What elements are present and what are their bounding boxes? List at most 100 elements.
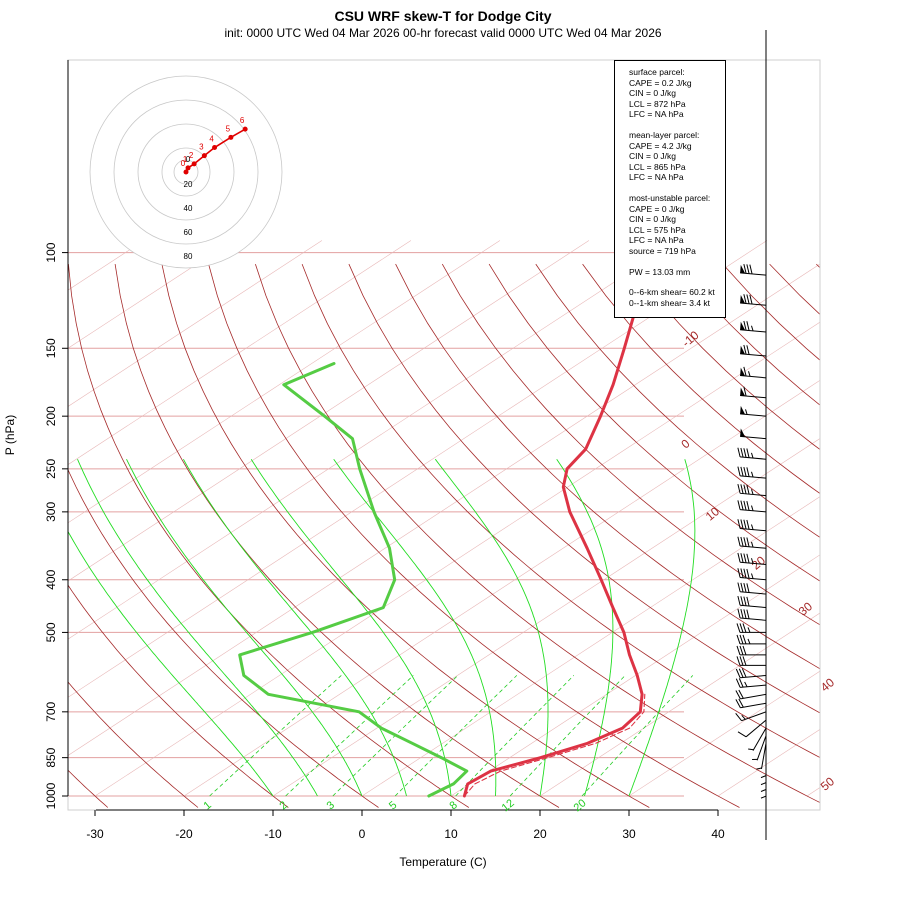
isotherm-line <box>68 240 234 349</box>
dry-adiabat <box>348 263 820 714</box>
shear-0-6km: 0--6-km shear= 60.2 kt <box>629 287 715 298</box>
moist-adiabat <box>77 459 318 797</box>
x-tick-label: -30 <box>86 827 104 841</box>
isotherm-line <box>717 728 820 797</box>
isotherm-line <box>361 496 820 797</box>
wind-barb <box>740 386 767 399</box>
isotherm-label: 50 <box>818 774 837 794</box>
dry-adiabat <box>301 263 820 758</box>
dry-adiabat <box>68 264 470 808</box>
parcel-trace-line <box>463 693 646 797</box>
y-tick-label: 850 <box>44 747 58 767</box>
hodograph-point-label: 3 <box>199 143 204 152</box>
isotherm-line <box>539 612 820 797</box>
hodograph-ring-label: 80 <box>184 252 193 261</box>
mixing-ratio-line <box>455 675 575 797</box>
hodograph-ring-label: 20 <box>184 180 193 189</box>
hodograph-point-label: 0 <box>181 159 186 168</box>
wind-barb <box>740 344 767 357</box>
moist-adiabat <box>434 458 549 797</box>
wind-barb <box>737 500 767 513</box>
hodograph-point-label: 1 <box>183 155 188 164</box>
wind-barb <box>736 645 766 656</box>
surface-lfc: LFC = NA hPa <box>629 109 684 120</box>
hodograph: 0 20 40 60 80 01 234 56 <box>89 75 283 269</box>
mixing-ratio-line <box>332 675 459 797</box>
hodograph-point <box>242 126 248 132</box>
mean-layer-cape: CAPE = 4.2 J/kg <box>629 140 692 151</box>
axes: -30 -20 -10 0 10 20 30 401001502002503004005007… <box>44 59 821 841</box>
wind-barb <box>737 582 767 595</box>
mixing-ratio-line <box>581 675 694 797</box>
dry-adiabat <box>208 263 740 808</box>
dry-adiabat <box>535 263 820 538</box>
y-tick-label: 300 <box>44 502 58 522</box>
x-tick-label: -10 <box>264 827 282 841</box>
isotherm-line <box>272 438 820 797</box>
wind-barb <box>760 771 767 799</box>
wind-barb <box>740 294 767 306</box>
moist-adiabat <box>333 458 497 796</box>
dry-adiabat <box>675 263 820 406</box>
moist-adiabat <box>68 530 274 797</box>
wind-barb <box>736 623 766 633</box>
wind-barb <box>737 483 767 497</box>
hodograph-point-label: 4 <box>209 135 214 144</box>
y-axis-label: P (hPa) <box>3 415 17 455</box>
dry-adiabat <box>395 263 820 670</box>
wind-barb <box>736 656 766 666</box>
wind-barb <box>737 719 767 738</box>
y-tick-label: 700 <box>44 701 58 721</box>
mixing-ratio-line <box>509 675 626 797</box>
most-unstable-lfc: LFC = NA hPa <box>629 235 684 246</box>
wind-barb <box>736 634 766 645</box>
y-tick-label: 400 <box>44 569 58 589</box>
wind-barb <box>740 366 767 379</box>
dry-adiabat <box>628 263 820 451</box>
wind-barb <box>737 595 767 609</box>
wind-barb <box>756 743 767 770</box>
wind-barb <box>735 711 767 722</box>
isotherm-line <box>450 554 820 797</box>
precipitable-water: PW = 13.03 mm <box>629 266 691 277</box>
x-tick-label: 30 <box>622 827 636 841</box>
hodograph-ring-label: 60 <box>184 228 193 237</box>
shear-0-1km: 0--1-km shear= 3.4 kt <box>629 297 711 308</box>
mixing-ratio-line <box>285 675 414 797</box>
x-axis-label: Temperature (C) <box>399 855 486 869</box>
isotherm-line <box>628 670 820 797</box>
wind-barb <box>735 678 767 688</box>
most-unstable-cape: CAPE = 0 J/kg <box>629 203 685 214</box>
mean-layer-header: mean-layer parcel: <box>629 129 700 140</box>
wind-barb <box>752 735 767 761</box>
wind-barb <box>740 263 767 276</box>
mean-layer-lcl: LCL = 865 hPa <box>629 161 686 172</box>
mixing-ratio-line <box>394 675 518 797</box>
most-unstable-source: source = 719 hPa <box>629 245 696 256</box>
x-tick-label: 20 <box>533 827 547 841</box>
hodograph-ring-label: 40 <box>184 204 193 213</box>
x-tick-label: 40 <box>711 827 725 841</box>
isotherm-label: 10 <box>703 504 722 524</box>
y-tick-label: 250 <box>44 459 58 479</box>
mixing-ratio-line <box>209 675 342 797</box>
most-unstable-lcl: LCL = 575 hPa <box>629 224 686 235</box>
parcel-info-box: surface parcel: CAPE = 0.2 J/kg CIN = 0 … <box>614 60 726 318</box>
wind-barb <box>737 608 767 621</box>
surface-parcel-header: surface parcel: <box>629 67 685 77</box>
hodograph-point <box>183 169 189 175</box>
moist-adiabat <box>556 458 614 797</box>
hodograph-ring-label: 0 <box>186 155 191 164</box>
y-tick-label: 200 <box>44 406 58 426</box>
wind-barb <box>740 405 767 417</box>
temperature-trace <box>462 273 644 798</box>
y-tick-label: 500 <box>44 622 58 642</box>
isotherm-line <box>68 263 820 756</box>
surface-lcl: LCL = 872 hPa <box>629 98 686 109</box>
mean-layer-lfc: LFC = NA hPa <box>629 172 684 183</box>
hodograph-point-label: 2 <box>189 151 194 160</box>
wind-barb <box>737 552 767 566</box>
isotherm-line <box>68 240 590 582</box>
mean-layer-cin: CIN = 0 J/kg <box>629 151 677 162</box>
